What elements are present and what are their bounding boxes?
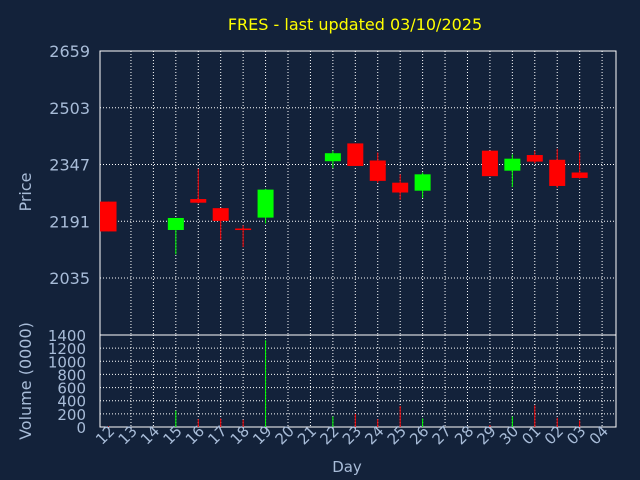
candle-body — [571, 172, 588, 178]
volume-tick-label: 800 — [57, 366, 86, 384]
price-panel: 2659 2503 2347 2191 2035 — [49, 42, 617, 336]
candle-body — [414, 174, 431, 191]
price-axis-label: Price — [16, 172, 35, 211]
candle-body — [369, 160, 386, 181]
x-tick-label: 04 — [586, 422, 612, 448]
volume-plot-frame — [99, 334, 617, 428]
volume-tick-label: 0 — [76, 419, 86, 437]
volume-tick-label: 1000 — [48, 353, 86, 371]
volume-tick-label: 400 — [57, 393, 86, 411]
price-tick-label: 2035 — [49, 269, 90, 288]
x-axis-label: Day — [332, 458, 362, 476]
candle-body — [347, 143, 364, 166]
volume-tick-label: 1200 — [48, 340, 86, 358]
candle-body — [549, 159, 566, 186]
candle-body — [100, 201, 117, 232]
price-plot-frame — [99, 50, 617, 336]
x-axis: 1213141516171819202122232425262728293001… — [92, 422, 612, 448]
candle-body — [190, 199, 207, 203]
price-tick-label: 2347 — [49, 156, 90, 175]
candle-body — [504, 158, 521, 171]
volume-tick-label: 200 — [57, 406, 86, 424]
volume-tick-label: 600 — [57, 380, 86, 398]
volume-axis-label: Volume (0000) — [16, 322, 35, 440]
price-tick-label: 2659 — [49, 42, 90, 61]
price-tick-label: 2503 — [49, 99, 90, 118]
candle-body — [526, 155, 543, 162]
candle-body — [324, 153, 341, 162]
candle-body — [235, 228, 252, 231]
candle-body — [212, 208, 229, 221]
volume-tick-label: 1400 — [48, 327, 86, 345]
candle-body — [167, 217, 184, 230]
candle-body — [481, 150, 498, 177]
chart-title: FRES - last updated 03/10/2025 — [228, 15, 482, 34]
candle-body — [392, 182, 409, 193]
candle-body — [257, 189, 274, 218]
price-tick-label: 2191 — [49, 212, 90, 231]
